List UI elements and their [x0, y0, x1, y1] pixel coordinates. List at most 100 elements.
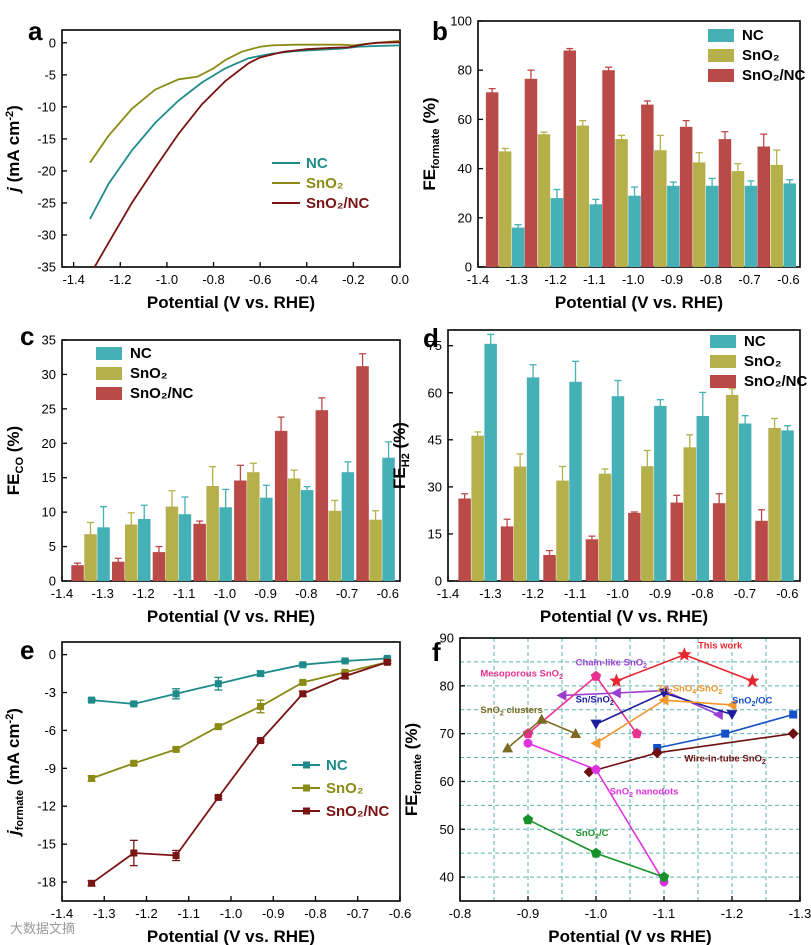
x-tick-label: -0.8: [691, 586, 713, 601]
y-axis-label: j (mA cm-2): [4, 105, 23, 194]
y-label-main: FE: [4, 473, 23, 495]
y-tick-label: 40: [440, 870, 454, 885]
x-tick-label: -1.0: [156, 272, 178, 287]
data-point: [214, 680, 222, 688]
annotation-label: SnO2 clusters: [480, 705, 543, 718]
legend-label: SnO₂: [326, 780, 364, 797]
legend-swatch: [96, 387, 122, 400]
y-tick-label: 0: [49, 647, 56, 662]
bar: [369, 519, 382, 581]
marker-triangle: [610, 687, 621, 699]
x-tick-label: -1.3: [93, 906, 115, 921]
annotation-label: SnO2/C: [576, 828, 609, 841]
bar: [485, 92, 499, 267]
y-tick-label: -12: [37, 799, 56, 814]
y-tick-label: 20: [458, 210, 472, 225]
data-point: [88, 879, 96, 887]
bar: [641, 104, 654, 267]
annotation-label: SnO2/OC: [732, 696, 772, 709]
y-tick-label: 45: [428, 432, 442, 447]
y-tick-label: 60: [440, 774, 454, 789]
bar: [328, 510, 342, 581]
x-tick-label: -1.3: [506, 272, 528, 287]
panel-letter: d: [423, 323, 439, 353]
x-tick-label: -1.1: [583, 272, 605, 287]
data-point: [172, 745, 180, 753]
y-tick-label: 15: [42, 470, 56, 485]
x-tick-label: -1.2: [522, 586, 544, 601]
panel-letter: f: [432, 637, 441, 667]
legend-marker: [303, 761, 310, 769]
bar: [97, 527, 110, 581]
annotation-text: /C: [599, 828, 609, 839]
x-axis-label: Potential (V vs RHE): [548, 927, 711, 945]
y-tick-label: 80: [458, 63, 472, 78]
bar: [731, 171, 745, 267]
y-tick-label: 30: [42, 367, 56, 382]
annotation-text: SnO: [673, 684, 693, 695]
annotation-label: Chain-like SnO2: [576, 658, 648, 671]
marker-circle: [591, 765, 601, 774]
y-tick-label: 25: [42, 401, 56, 416]
y-label-main: j: [4, 186, 23, 194]
y-tick-label: -10: [37, 99, 56, 114]
bar: [112, 561, 125, 581]
y-tick-label: 100: [450, 14, 472, 29]
panel-letter: b: [432, 16, 448, 46]
data-point: [130, 849, 138, 857]
annotation-label: Wire-in-tube SnO2: [684, 753, 766, 766]
bar: [550, 198, 564, 267]
x-axis-label: Potential (V vs. RHE): [540, 607, 708, 626]
bar: [537, 134, 551, 267]
x-axis-label: Potential (V vs. RHE): [147, 607, 315, 626]
bar: [165, 506, 179, 581]
annotation-sub: 2: [718, 689, 722, 696]
x-tick-label: -0.9: [262, 906, 284, 921]
annotation-text: SnO: [480, 705, 500, 716]
bar: [654, 150, 667, 267]
marker-pentagon: [522, 814, 534, 825]
y-tick-label: 0: [435, 574, 442, 589]
marker-pentagon: [631, 728, 642, 739]
annotation-text: Chain-like SnO: [576, 658, 644, 669]
legend-label: SnO₂/NC: [744, 373, 808, 390]
annotation-sub: 2: [643, 663, 647, 670]
data-point: [214, 723, 222, 731]
bar: [670, 502, 683, 581]
marker-triangle: [658, 688, 670, 699]
y-label-sub: H2: [400, 453, 412, 467]
x-tick-label: -0.8: [295, 586, 317, 601]
legend-label: SnO₂/NC: [130, 385, 194, 402]
bar: [71, 565, 84, 581]
annotation-text: Mesoporous SnO: [480, 668, 559, 679]
marker-triangle: [590, 737, 601, 749]
bar: [781, 430, 794, 581]
x-tick-label: -1.0: [622, 272, 644, 287]
marker-circle: [523, 738, 533, 748]
y-tick-label: 75: [428, 338, 442, 353]
x-axis-label: Potential (V vs. RHE): [555, 293, 723, 312]
data-point: [130, 700, 138, 708]
y-axis-label: FECO (%): [4, 426, 26, 495]
bar: [234, 480, 247, 581]
bar: [755, 520, 768, 581]
annotation-sub: 2: [595, 833, 599, 840]
data-point: [257, 670, 265, 678]
bar: [471, 435, 484, 581]
x-tick-label: -1.3: [789, 906, 811, 921]
bar: [569, 381, 582, 581]
legend-label: SnO₂: [130, 365, 168, 382]
bar: [138, 519, 151, 581]
y-label-sub: formate: [412, 754, 424, 794]
bar: [524, 78, 538, 267]
legend-swatch: [96, 367, 122, 380]
marker-triangle: [536, 713, 548, 724]
x-tick-label: -1.1: [173, 586, 195, 601]
marker-pentagon: [590, 670, 602, 681]
x-tick-label: -1.4: [467, 272, 489, 287]
bar: [498, 151, 512, 267]
series-line-SnO2: [91, 661, 388, 780]
bar: [667, 185, 680, 267]
x-tick-label: -0.4: [296, 272, 318, 287]
y-label-unit: (%): [402, 723, 421, 754]
